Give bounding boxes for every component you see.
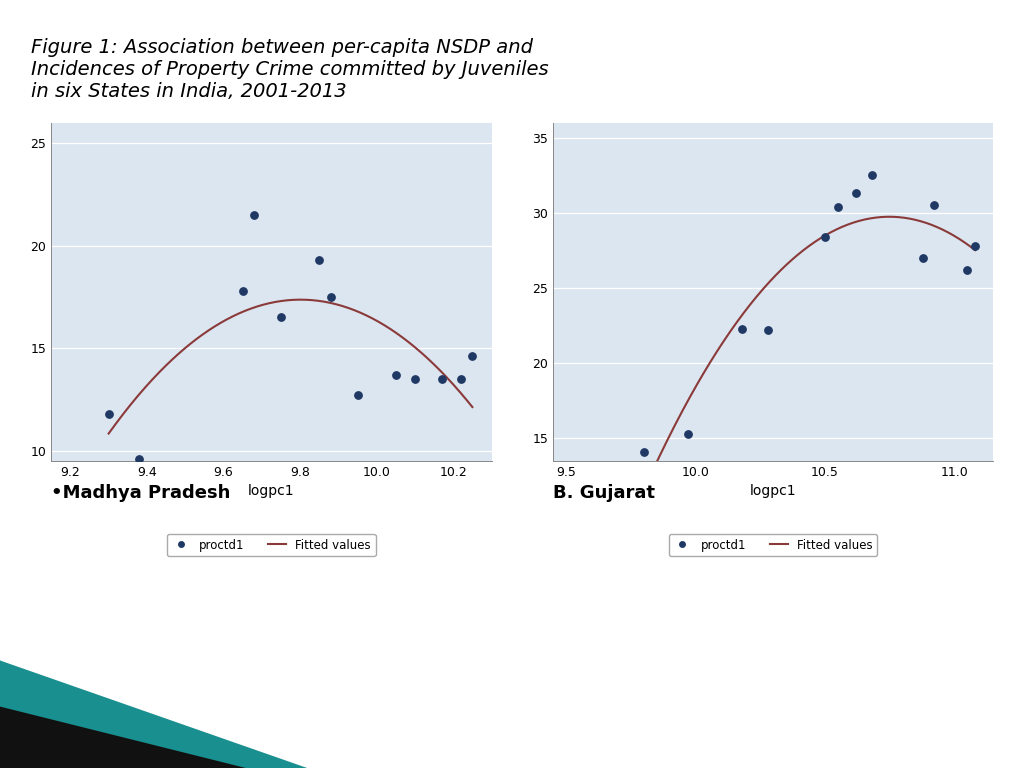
- Point: [926, 200, 942, 212]
- Point: [863, 169, 880, 181]
- Text: Figure 1: Association between per-capita NSDP and
Incidences of Property Crime c: Figure 1: Association between per-capita…: [31, 38, 548, 101]
- Point: [915, 252, 932, 264]
- Point: [234, 285, 251, 297]
- Point: [464, 350, 480, 362]
- X-axis label: logpc1: logpc1: [750, 484, 797, 498]
- Point: [848, 187, 864, 200]
- Legend: proctd1, Fitted values: proctd1, Fitted values: [669, 534, 878, 556]
- X-axis label: logpc1: logpc1: [248, 484, 295, 498]
- Point: [311, 254, 328, 266]
- Point: [433, 372, 450, 385]
- Point: [388, 369, 404, 381]
- Point: [734, 323, 751, 335]
- Legend: proctd1, Fitted values: proctd1, Fitted values: [167, 534, 376, 556]
- Text: B. Gujarat: B. Gujarat: [553, 484, 655, 502]
- Point: [817, 231, 834, 243]
- Point: [453, 372, 469, 385]
- Point: [967, 240, 983, 252]
- Point: [323, 291, 339, 303]
- Point: [246, 209, 262, 221]
- Point: [760, 324, 776, 336]
- Point: [131, 452, 147, 465]
- Point: [636, 445, 652, 458]
- Point: [100, 408, 117, 420]
- Point: [349, 389, 366, 402]
- Point: [272, 311, 289, 323]
- Point: [680, 428, 696, 440]
- Point: [959, 264, 976, 276]
- Point: [829, 201, 846, 214]
- Text: •Madhya Pradesh: •Madhya Pradesh: [51, 484, 230, 502]
- Point: [407, 372, 423, 385]
